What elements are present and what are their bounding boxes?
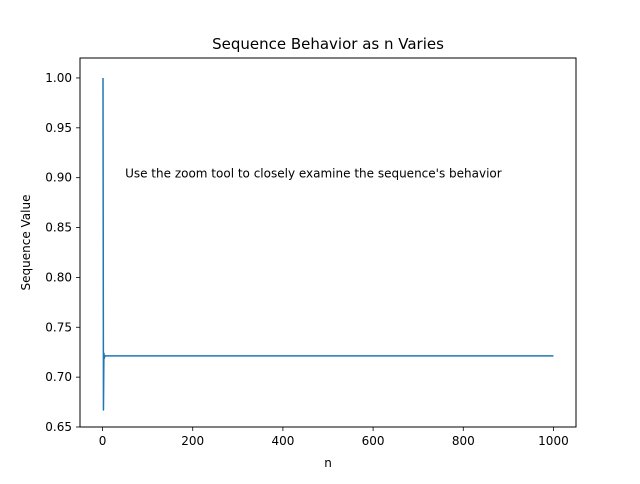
plot-frame bbox=[79, 57, 577, 428]
y-tick-label: 0.65 bbox=[45, 420, 72, 434]
x-tick-label: 800 bbox=[452, 434, 475, 448]
y-tick-label: 0.75 bbox=[45, 320, 72, 334]
x-tick-label: 600 bbox=[362, 434, 385, 448]
plot-area bbox=[102, 77, 554, 411]
x-axis-ticks: 0 200 400 600 800 1000 bbox=[99, 427, 569, 448]
x-axis-label: n bbox=[324, 456, 332, 470]
y-axis-label: Sequence Value bbox=[19, 195, 33, 291]
y-tick-label: 0.90 bbox=[45, 171, 72, 185]
y-tick-label: 1.00 bbox=[45, 71, 72, 85]
x-tick-label: 400 bbox=[271, 434, 294, 448]
chart-title: Sequence Behavior as n Varies bbox=[212, 35, 444, 53]
x-tick-label: 1000 bbox=[538, 434, 569, 448]
y-axis-ticks: 0.65 0.70 0.75 0.80 0.85 0.90 0.95 1.00 bbox=[45, 71, 80, 434]
x-tick-label: 200 bbox=[181, 434, 204, 448]
series-line-0 bbox=[102, 77, 554, 411]
y-tick-label: 0.95 bbox=[45, 121, 72, 135]
chart-annotation: Use the zoom tool to closely examine the… bbox=[125, 167, 502, 181]
y-tick-label: 0.85 bbox=[45, 221, 72, 235]
x-tick-label: 0 bbox=[99, 434, 107, 448]
y-tick-label: 0.80 bbox=[45, 270, 72, 284]
y-tick-label: 0.70 bbox=[45, 370, 72, 384]
